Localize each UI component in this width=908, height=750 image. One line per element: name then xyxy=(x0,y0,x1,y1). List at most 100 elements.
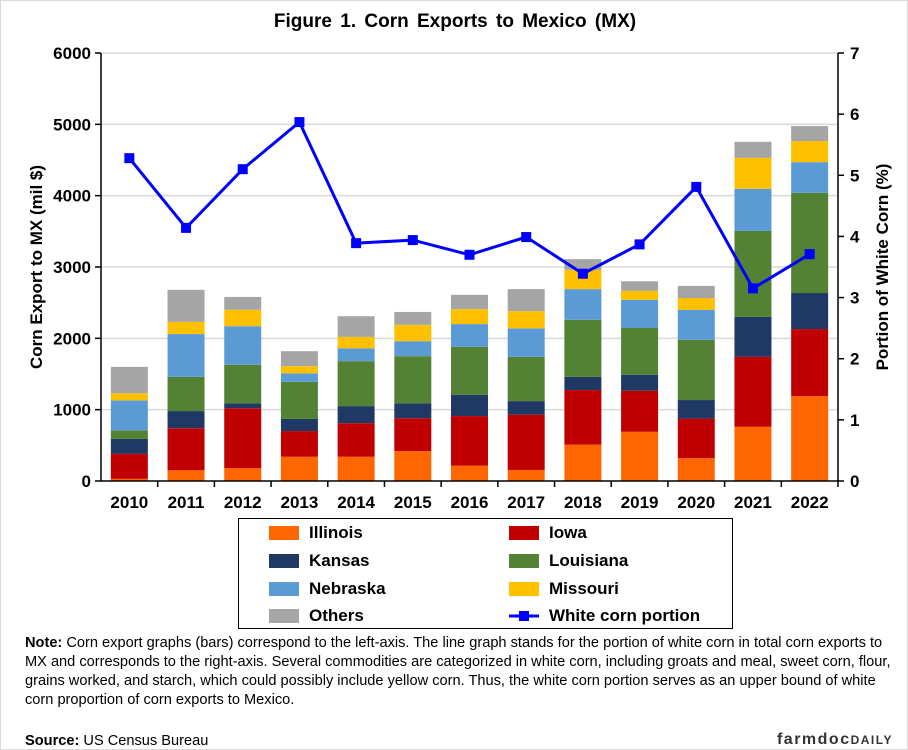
bar-kansas-2015 xyxy=(394,403,432,419)
bar-nebraska-2022 xyxy=(791,162,829,193)
bar-iowa-2016 xyxy=(451,416,488,466)
legend-item-louisiana: Louisiana xyxy=(509,551,628,571)
legend-swatch xyxy=(269,582,299,596)
bar-illinois-2017 xyxy=(507,469,545,481)
bar-kansas-2016 xyxy=(451,394,488,417)
bar-illinois-2013 xyxy=(280,456,318,481)
bar-iowa-2022 xyxy=(791,329,829,397)
bar-others-2017 xyxy=(507,289,545,312)
bar-nebraska-2016 xyxy=(451,324,488,347)
bar-kansas-2019 xyxy=(621,374,659,391)
legend-label: Nebraska xyxy=(309,579,386,598)
y-tick-label: 3000 xyxy=(53,258,91,277)
bar-illinois-2018 xyxy=(564,444,602,481)
white-corn-marker-2018 xyxy=(577,268,588,279)
white-corn-marker-2017 xyxy=(521,232,532,243)
white-corn-marker-2015 xyxy=(407,235,418,246)
bar-louisiana-2011 xyxy=(167,376,205,412)
white-corn-marker-2016 xyxy=(464,249,475,260)
legend-item-illinois: Illinois xyxy=(269,523,363,543)
x-tick-label: 2018 xyxy=(564,493,602,512)
bar-louisiana-2019 xyxy=(621,327,659,375)
legend-label: Missouri xyxy=(549,579,619,598)
x-tick-label: 2020 xyxy=(677,493,715,512)
bar-missouri-2015 xyxy=(394,324,432,342)
bar-louisiana-2022 xyxy=(791,192,829,294)
bar-iowa-2013 xyxy=(280,431,318,457)
legend-item-nebraska: Nebraska xyxy=(269,579,386,599)
bar-illinois-2016 xyxy=(451,465,488,481)
white-corn-marker-2022 xyxy=(804,249,815,260)
bar-louisiana-2013 xyxy=(280,381,318,419)
white-corn-line xyxy=(128,119,811,291)
x-tick-label: 2010 xyxy=(110,493,148,512)
legend-item-missouri: Missouri xyxy=(509,579,619,599)
y2-tick-label: 6 xyxy=(850,105,859,124)
note-text: Corn export graphs (bars) correspond to … xyxy=(25,635,891,708)
bar-nebraska-2013 xyxy=(280,373,318,382)
legend-label: White corn portion xyxy=(549,606,701,625)
x-tick-label: 2019 xyxy=(621,493,659,512)
y-tick-label: 4000 xyxy=(53,187,91,206)
source-text: US Census Bureau xyxy=(79,733,209,749)
white-corn-marker-2010 xyxy=(124,153,135,164)
bar-iowa-2017 xyxy=(507,414,545,470)
bar-missouri-2014 xyxy=(337,336,375,349)
white-corn-marker-2011 xyxy=(181,222,192,233)
bar-louisiana-2017 xyxy=(507,356,545,402)
x-tick-label: 2011 xyxy=(168,493,205,512)
bar-louisiana-2010 xyxy=(110,430,148,439)
x-tick-label: 2014 xyxy=(337,493,375,512)
note-label: Note: xyxy=(25,635,63,651)
bar-kansas-2011 xyxy=(167,411,205,429)
y-tick-label: 1000 xyxy=(53,401,91,420)
bar-louisiana-2021 xyxy=(734,230,772,317)
y-tick-label: 2000 xyxy=(53,329,91,348)
bar-others-2020 xyxy=(677,285,715,299)
legend-item-kansas: Kansas xyxy=(269,551,369,571)
y2-tick-label: 5 xyxy=(850,166,859,185)
bar-missouri-2013 xyxy=(280,366,318,374)
bar-others-2012 xyxy=(224,296,262,310)
y2-tick-label: 1 xyxy=(850,411,859,430)
y-tick-label: 6000 xyxy=(53,44,91,63)
legend-item-others: Others xyxy=(269,606,364,626)
bar-kansas-2010 xyxy=(110,438,148,454)
bar-illinois-2022 xyxy=(791,396,829,481)
bar-missouri-2020 xyxy=(677,298,715,310)
chart-svg: 0 1000 2000 3000 4000 5000 6000 0 1 2 3 4 5 6 7 2010 201… xyxy=(27,44,892,512)
bar-others-2019 xyxy=(621,281,659,291)
y2-tick-label: 3 xyxy=(850,289,859,308)
bar-kansas-2022 xyxy=(791,293,829,330)
legend-swatch xyxy=(509,554,539,568)
white-corn-marker-2013 xyxy=(294,117,305,128)
bar-illinois-2019 xyxy=(621,431,659,481)
bar-louisiana-2015 xyxy=(394,356,432,404)
x-tick-label: 2015 xyxy=(394,493,432,512)
y2-axis-label: Portion of White Corn (%) xyxy=(873,164,892,371)
bar-iowa-2020 xyxy=(677,418,715,459)
bar-missouri-2022 xyxy=(791,141,829,163)
bar-others-2022 xyxy=(791,126,829,142)
bar-others-2016 xyxy=(451,294,488,310)
bar-missouri-2011 xyxy=(167,321,205,335)
bar-missouri-2010 xyxy=(110,393,148,401)
bar-iowa-2019 xyxy=(621,390,659,432)
white-corn-marker-2014 xyxy=(351,238,362,249)
bar-kansas-2013 xyxy=(280,418,318,432)
x-tick-label: 2013 xyxy=(281,493,319,512)
legend-swatch xyxy=(509,582,539,596)
legend-label: Louisiana xyxy=(549,551,629,570)
y-tick-label: 0 xyxy=(82,472,91,491)
y2-tick-label: 7 xyxy=(850,44,859,63)
white-corn-marker-2020 xyxy=(691,181,702,192)
legend-item-white-corn: White corn portion xyxy=(509,606,700,626)
legend-label: Iowa xyxy=(549,523,587,542)
bar-kansas-2017 xyxy=(507,401,545,415)
bar-iowa-2012 xyxy=(224,408,262,469)
bar-missouri-2021 xyxy=(734,157,772,189)
bar-nebraska-2018 xyxy=(564,289,602,320)
bar-nebraska-2017 xyxy=(507,328,545,357)
white-corn-marker-2021 xyxy=(747,283,758,294)
